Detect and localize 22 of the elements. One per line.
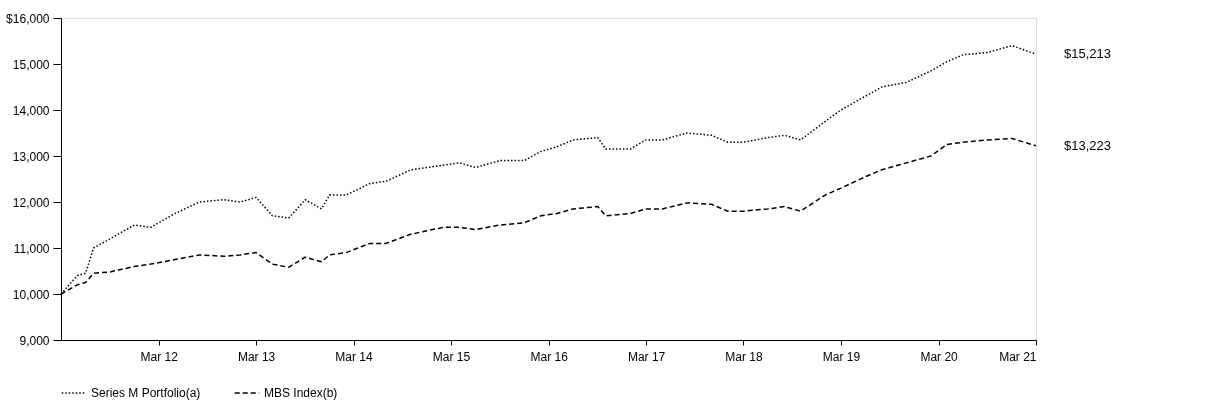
x-tick-label: Mar 15 — [432, 349, 471, 364]
annotation: $15,213 — [1064, 46, 1111, 62]
y-tick-label: 15,000 — [12, 57, 50, 72]
y-tick-label: 10,000 — [12, 287, 50, 302]
x-tick-label: Mar 19 — [822, 349, 861, 364]
y-tick-label: 13,000 — [12, 149, 50, 164]
x-tick-label: Mar 18 — [725, 349, 763, 364]
x-tick-label: Mar 17 — [627, 349, 666, 364]
x-tick-label: Mar 12 — [140, 349, 179, 364]
x-tick-label: Mar 21 — [999, 349, 1037, 364]
legend-label: Series M Portfolio(a) — [91, 386, 201, 400]
y-tick-label: 12,000 — [12, 195, 50, 210]
x-tick-label: Mar 13 — [237, 349, 276, 364]
x-tick-label: Mar 20 — [920, 349, 959, 364]
annotation: $13,223 — [1064, 137, 1111, 153]
y-tick-label: 11,000 — [13, 241, 50, 256]
y-tick-label: $16,000 — [6, 11, 50, 26]
x-tick-label: Mar 16 — [530, 349, 569, 364]
x-tick-label: Mar 14 — [335, 349, 374, 364]
legend-label: MBS Index(b) — [264, 386, 338, 400]
y-tick-label: 14,000 — [12, 103, 50, 118]
y-tick-label: 9,000 — [19, 333, 50, 348]
